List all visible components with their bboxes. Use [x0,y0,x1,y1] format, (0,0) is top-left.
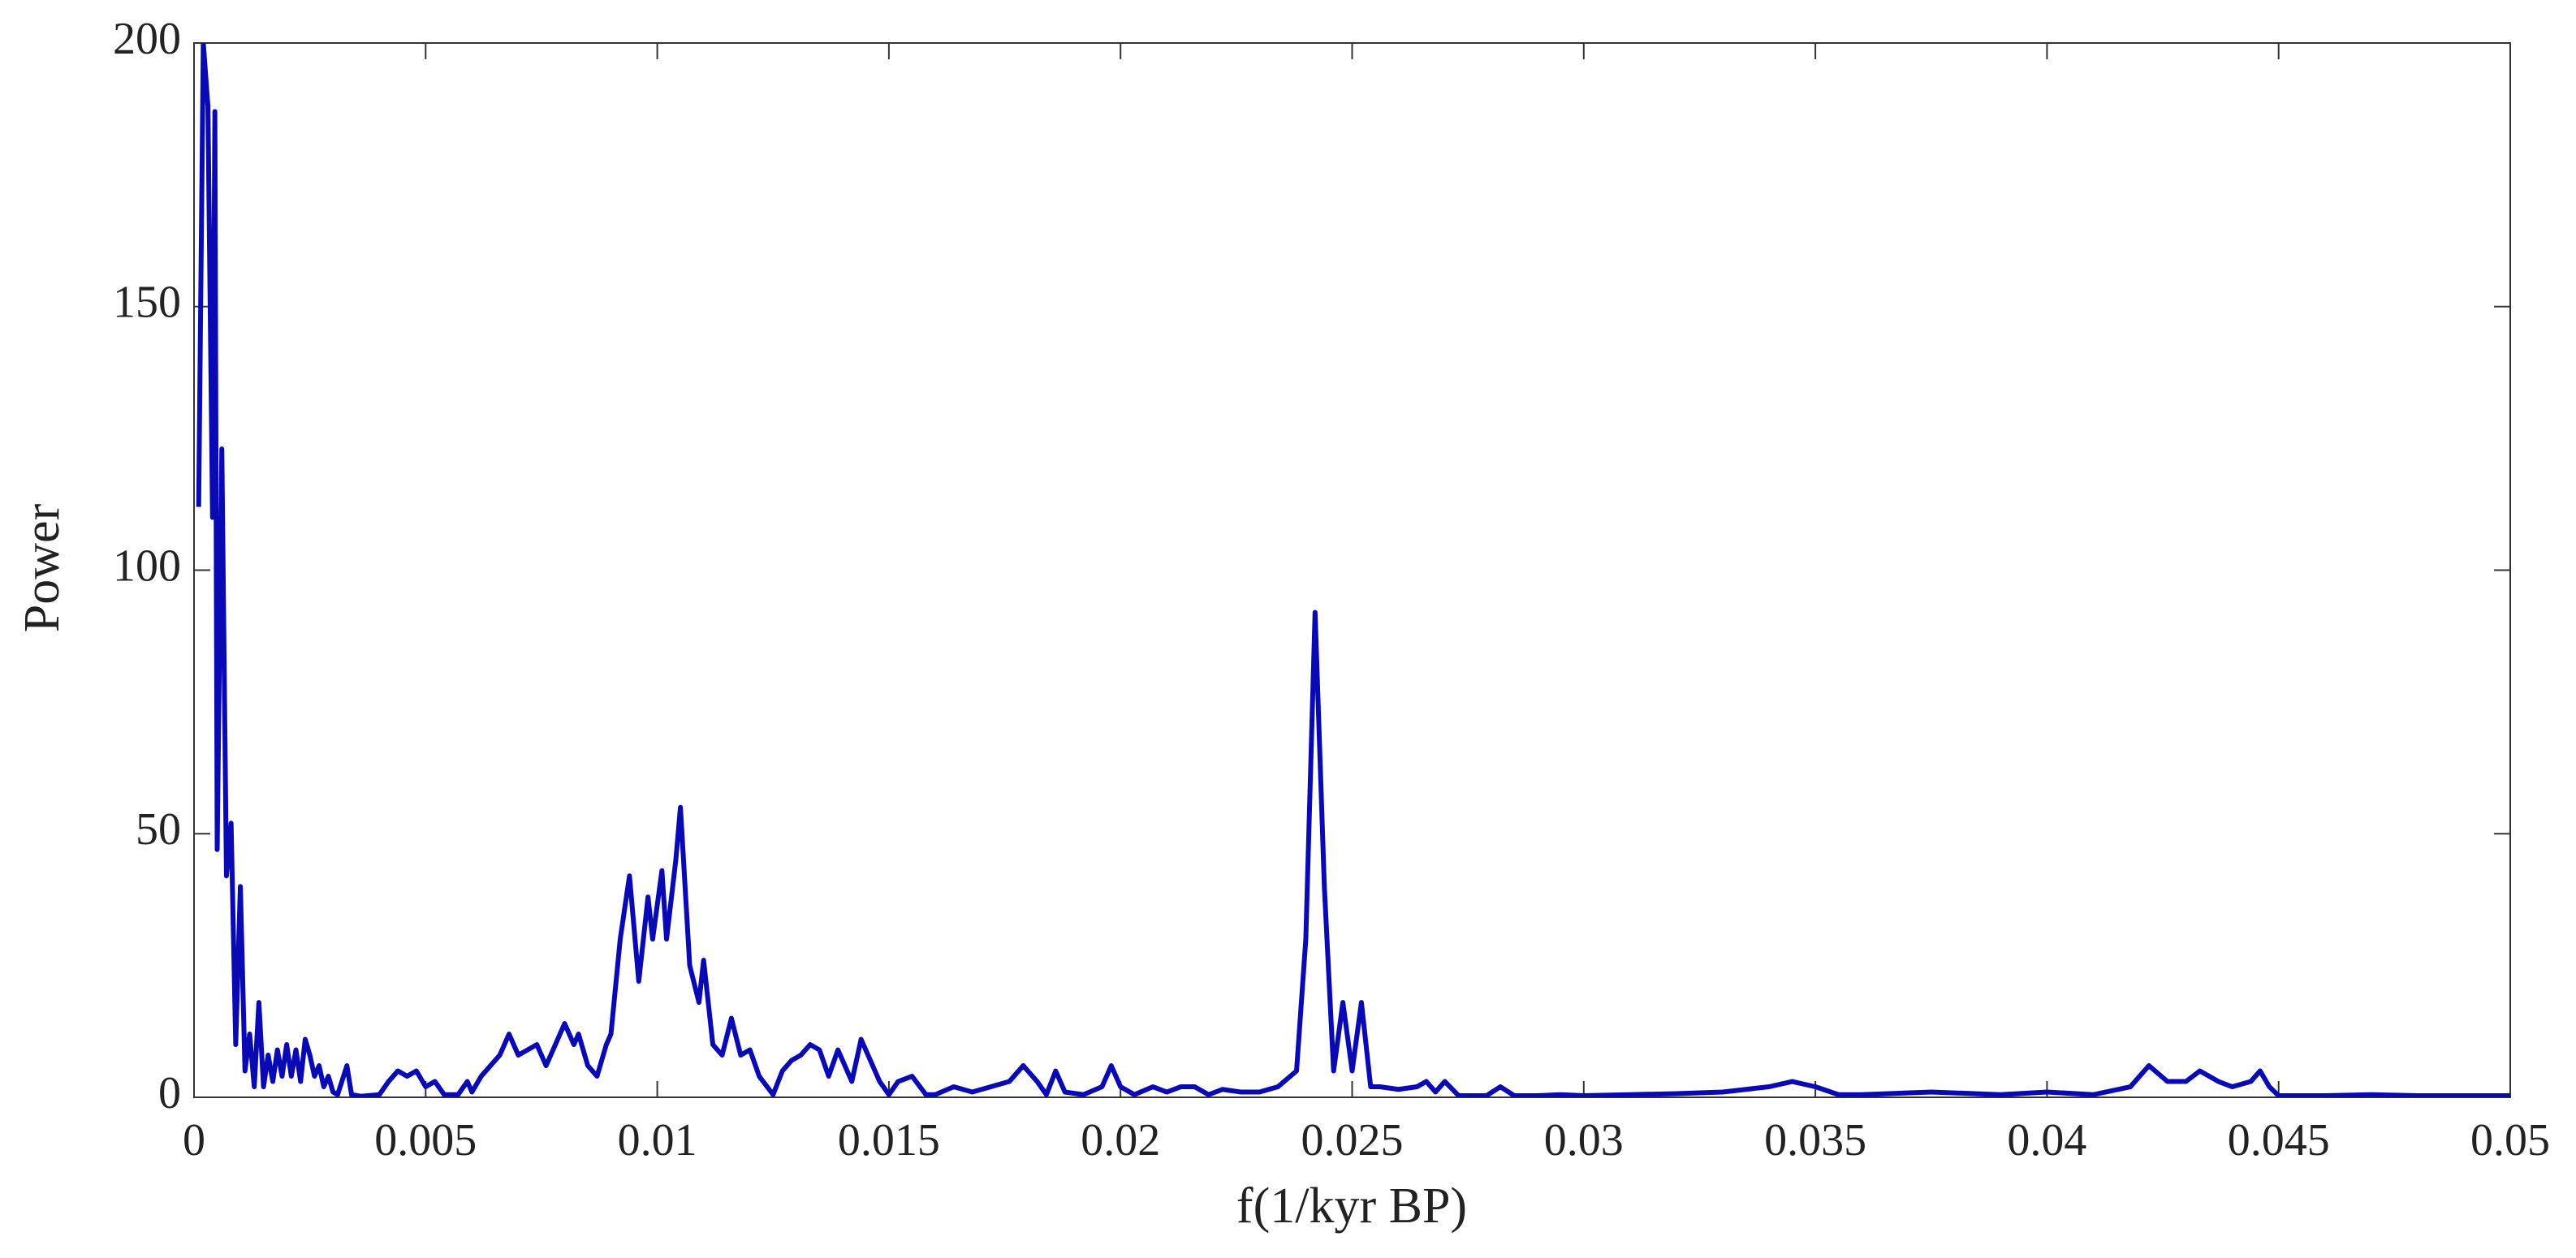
y-tick-label: 200 [113,14,181,64]
x-tick-label: 0.05 [2470,1115,2550,1165]
x-tick-label: 0.015 [838,1115,940,1165]
y-tick-label: 100 [113,541,181,591]
x-tick-label: 0.025 [1301,1115,1404,1165]
x-tick-label: 0.03 [1544,1115,1624,1165]
x-tick-label: 0.035 [1764,1115,1866,1165]
y-tick-label: 150 [113,278,181,328]
x-tick-label: 0.04 [2007,1115,2086,1165]
x-tick-label: 0.005 [374,1115,477,1165]
x-tick-label: 0.01 [618,1115,697,1165]
plot-frame [193,42,2511,1098]
y-tick-label: 0 [158,1068,181,1118]
x-tick-label: 0.02 [1081,1115,1160,1165]
spectrum-line [196,43,2510,1097]
x-tick-label: 0 [183,1115,205,1165]
y-tick-label: 50 [136,804,181,855]
y-axis-label: Power [15,503,70,632]
x-axis-label: f(1/kyr BP) [1236,1178,1467,1234]
x-tick-label: 0.045 [2228,1115,2330,1165]
